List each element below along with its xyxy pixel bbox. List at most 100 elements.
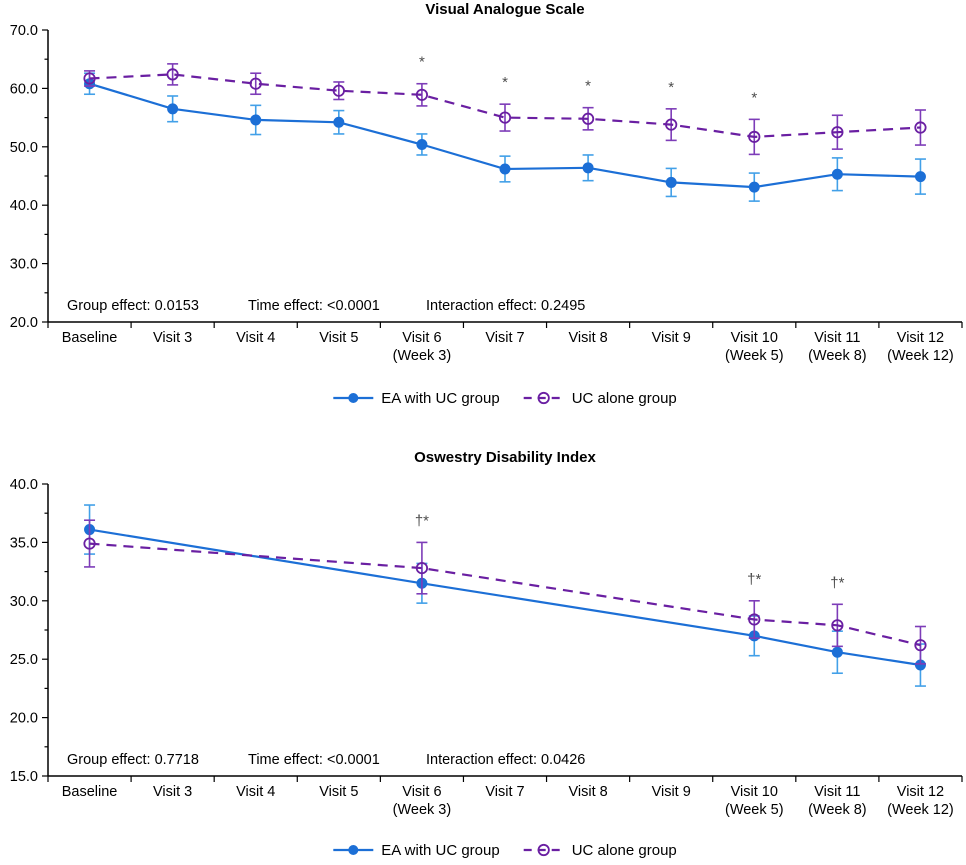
legend-marker — [348, 393, 359, 403]
y-tick-label: 30.0 — [10, 594, 38, 610]
data-point-marker — [83, 72, 96, 85]
y-tick-label: 50.0 — [10, 140, 38, 156]
stats-group-effect: Group effect: 0.0153 — [67, 298, 199, 314]
x-tick-label: Visit 7 — [485, 330, 524, 346]
legend-item: UC alone group — [523, 390, 677, 407]
data-point-marker — [748, 613, 761, 626]
legend-label: EA with UC group — [381, 390, 499, 407]
y-tick-label: 25.0 — [10, 652, 38, 668]
data-point-marker — [250, 114, 262, 126]
x-tick-label: Visit 9 — [652, 330, 691, 346]
x-tick-label: Visit 10 — [731, 784, 778, 800]
x-tick-label: Visit 7 — [485, 784, 524, 800]
legend: EA with UC group UC alone group — [333, 842, 677, 859]
x-tick-sublabel: (Week 12) — [887, 348, 954, 364]
stats-time-effect: Time effect: <0.0001 — [248, 298, 380, 314]
significance-marker: †* — [415, 512, 429, 529]
x-tick-label: Visit 5 — [319, 784, 358, 800]
x-tick-label: Visit 8 — [568, 784, 607, 800]
legend: EA with UC group UC alone group — [333, 390, 677, 407]
series-ea-with-uc — [84, 72, 926, 202]
x-tick-sublabel: (Week 8) — [808, 802, 867, 818]
data-point-marker — [914, 639, 927, 652]
legend-label: UC alone group — [572, 842, 677, 859]
x-tick-label: Visit 11 — [814, 330, 860, 346]
x-tick-label: Visit 3 — [153, 330, 192, 346]
x-tick-label: Visit 12 — [897, 784, 944, 800]
visual-analogue-scale-chart: Visual Analogue Scale 20.0 30.0 40.0 50.0 60.… — [0, 0, 966, 432]
x-tick-label: Baseline — [62, 330, 118, 346]
data-point-marker — [332, 84, 345, 97]
series-uc-alone — [83, 519, 927, 665]
data-point-marker — [499, 163, 511, 175]
data-point-marker — [333, 116, 345, 128]
y-tick-label: 20.0 — [10, 315, 38, 331]
stats-interaction-effect: Interaction effect: 0.0426 — [426, 752, 585, 768]
series-ea-with-uc — [84, 504, 926, 687]
data-point-marker — [748, 130, 761, 143]
legend-marker — [537, 843, 550, 857]
data-point-marker — [166, 68, 179, 81]
x-tick-sublabel: (Week 3) — [393, 348, 452, 364]
x-tick-label: Baseline — [62, 784, 118, 800]
series-line — [89, 73, 921, 139]
x-tick-sublabel: (Week 12) — [887, 802, 954, 818]
x-tick-sublabel: (Week 8) — [808, 348, 867, 364]
x-tick-label: Visit 4 — [236, 330, 275, 346]
x-tick-label: Visit 8 — [568, 330, 607, 346]
legend-marker — [348, 845, 359, 855]
stats-interaction-effect: Interaction effect: 0.2495 — [426, 298, 585, 314]
x-tick-label: Visit 10 — [731, 330, 778, 346]
legend-item: EA with UC group — [333, 842, 500, 859]
stats-group-effect: Group effect: 0.7718 — [67, 752, 199, 768]
data-point-marker — [415, 88, 429, 101]
odi-chart-canvas: Oswestry Disability Index 15.0 20.0 25.0 30.… — [10, 449, 963, 859]
data-point-marker — [416, 138, 428, 150]
significance-marker: †* — [747, 571, 761, 588]
x-tick-label: Visit 5 — [319, 330, 358, 346]
data-point-marker — [83, 537, 96, 550]
significance-marker: * — [585, 78, 591, 95]
chart-title: Visual Analogue Scale — [425, 1, 584, 18]
x-tick-label: Visit 11 — [814, 784, 860, 800]
significance-marker: * — [668, 79, 674, 96]
legend-label: UC alone group — [572, 390, 677, 407]
vas-chart-canvas: Visual Analogue Scale 20.0 30.0 40.0 50.0 60.… — [10, 1, 963, 407]
x-tick-label: Visit 6 — [402, 784, 441, 800]
x-tick-sublabel: (Week 5) — [725, 802, 784, 818]
data-point-marker — [831, 126, 844, 139]
y-tick-label: 30.0 — [10, 257, 38, 273]
x-tick-sublabel: (Week 5) — [725, 348, 784, 364]
data-point-marker — [831, 646, 843, 658]
y-tick-label: 20.0 — [10, 711, 38, 727]
x-tick-sublabel: (Week 3) — [393, 802, 452, 818]
y-tick-label: 35.0 — [10, 535, 38, 551]
data-point-marker — [748, 181, 760, 193]
data-point-marker — [831, 168, 843, 180]
legend-item: UC alone group — [523, 842, 677, 859]
data-point-marker — [167, 103, 179, 115]
data-point-marker — [914, 171, 926, 183]
data-point-marker — [581, 112, 595, 125]
series-uc-alone — [83, 63, 927, 156]
data-point-marker — [914, 121, 927, 134]
x-tick-label: Visit 9 — [652, 784, 691, 800]
data-point-marker — [831, 619, 844, 632]
significance-marker: * — [419, 54, 425, 71]
y-tick-label: 15.0 — [10, 769, 38, 785]
chart-title: Oswestry Disability Index — [414, 449, 596, 466]
stats-time-effect: Time effect: <0.0001 — [248, 752, 380, 768]
x-tick-label: Visit 4 — [236, 784, 275, 800]
y-tick-label: 40.0 — [10, 198, 38, 214]
oswestry-disability-index-chart: Oswestry Disability Index 15.0 20.0 25.0 30.… — [0, 432, 966, 865]
significance-marker: * — [502, 74, 508, 91]
x-tick-label: Visit 12 — [897, 330, 944, 346]
legend-item: EA with UC group — [333, 390, 500, 407]
significance-marker: * — [751, 89, 757, 106]
data-point-marker — [415, 561, 429, 575]
y-tick-label: 40.0 — [10, 477, 38, 493]
data-point-marker — [665, 118, 678, 131]
y-tick-label: 70.0 — [10, 23, 38, 39]
data-point-marker — [665, 176, 677, 188]
